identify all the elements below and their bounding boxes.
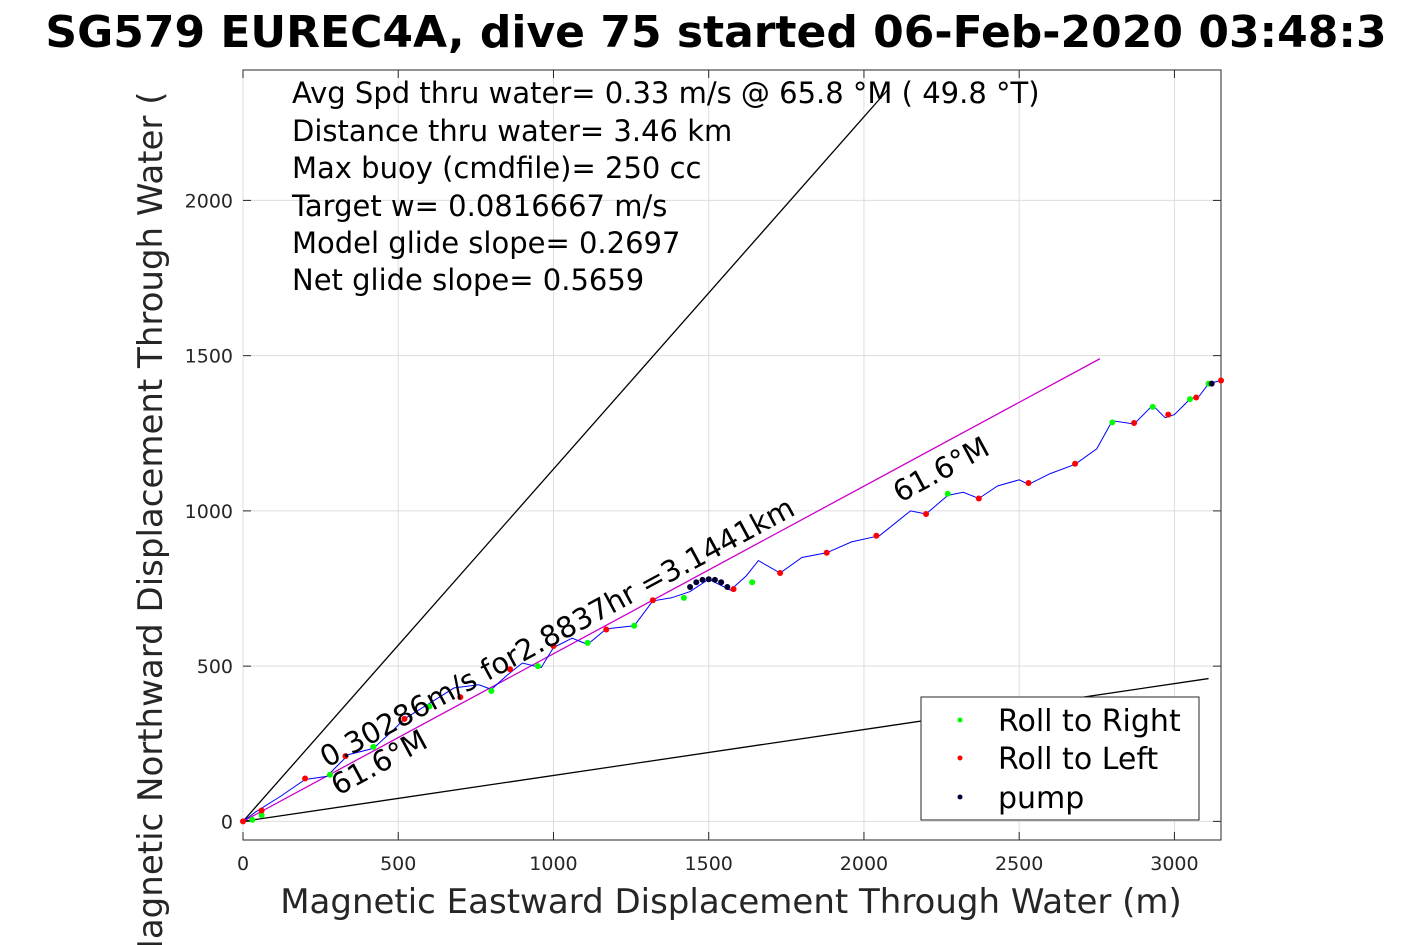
points	[240, 377, 1224, 825]
annotation-avg-speed: Avg Spd thru water= 0.33 m/s @ 65.8 °M (…	[292, 76, 1040, 110]
point-roll-to-left	[1131, 420, 1138, 427]
point-roll-to-left	[258, 807, 265, 814]
legend-box	[920, 696, 1200, 821]
point-roll-to-left	[1072, 460, 1079, 467]
point-roll-to-left	[1218, 377, 1224, 384]
x-tick-label: 1000	[529, 853, 577, 875]
y-tick-label: 2000	[185, 190, 233, 212]
annotation-target-w: Target w= 0.0816667 m/s	[291, 189, 667, 223]
point-roll-to-right	[258, 812, 265, 819]
reference-line	[242, 358, 1101, 822]
point-roll-to-left	[923, 510, 930, 517]
point-roll-to-left	[342, 753, 349, 760]
x-axis-label: Magnetic Eastward Displacement Through W…	[280, 882, 1182, 922]
point-roll-to-left	[777, 569, 784, 576]
point-roll-to-left	[975, 495, 982, 502]
point-roll-to-right	[944, 490, 951, 497]
point-roll-to-left	[1165, 411, 1172, 418]
point-roll-to-left	[507, 666, 514, 673]
annotation-net-glide: Net glide slope= 0.5659	[292, 263, 644, 297]
point-roll-to-right	[534, 663, 541, 670]
x-tick-label: 2500	[995, 853, 1043, 875]
annotation-model-glide: Model glide slope= 0.2697	[292, 226, 680, 260]
y-axis-label: Magnetic Northward Displacement Through …	[131, 92, 171, 945]
point-roll-to-left	[873, 532, 880, 539]
chart-title: SG579 EUREC4A, dive 75 started 06-Feb-20…	[45, 7, 1386, 58]
y-tick-label: 500	[197, 656, 233, 678]
x-ticks: 0 500 1000 1500 2000 2500 3000	[237, 70, 1199, 875]
annotation-distance: Distance thru water= 3.46 km	[292, 114, 732, 148]
point-roll-to-right	[488, 687, 495, 694]
point-roll-to-right	[631, 622, 638, 629]
legend-label-roll-right: Roll to Right	[998, 704, 1181, 739]
point-roll-to-left	[302, 775, 309, 782]
y-tick-label: 1500	[185, 346, 233, 368]
point-roll-to-left	[1193, 394, 1200, 401]
y-tick-label: 1000	[185, 501, 233, 523]
point-pump	[693, 579, 700, 586]
point-roll-to-right	[249, 816, 256, 823]
point-pump	[687, 583, 694, 590]
y-tick-label: 0	[221, 811, 233, 833]
point-roll-to-right	[426, 703, 433, 710]
annotation-max-buoy: Max buoy (cmdfile)= 250 cc	[292, 151, 701, 185]
legend-marker-roll-right	[957, 717, 963, 723]
reference-line	[242, 88, 890, 822]
point-roll-to-left	[240, 818, 246, 825]
legend-marker-roll-left	[957, 755, 963, 761]
point-roll-to-left	[401, 715, 408, 722]
x-tick-label: 500	[380, 853, 416, 875]
point-roll-to-right	[1149, 403, 1156, 410]
point-roll-to-right	[326, 771, 333, 778]
point-roll-to-right	[1186, 396, 1193, 403]
x-tick-label: 3000	[1150, 853, 1198, 875]
point-pump	[705, 576, 712, 583]
point-pump	[699, 576, 706, 583]
point-roll-to-left	[730, 586, 737, 593]
point-roll-to-right	[370, 743, 377, 750]
y-ticks: 0 500 1000 1500 2000	[185, 190, 1221, 833]
x-tick-label: 2000	[840, 853, 888, 875]
point-roll-to-left	[603, 626, 610, 633]
legend-label-pump: pump	[998, 781, 1084, 816]
point-roll-to-left	[1025, 479, 1032, 486]
point-roll-to-right	[680, 594, 687, 601]
x-tick-label: 1500	[685, 853, 733, 875]
point-pump	[724, 583, 731, 590]
point-pump	[718, 579, 725, 586]
point-roll-to-right	[1109, 419, 1116, 426]
point-roll-to-right	[749, 579, 756, 586]
legend: Roll to Right Roll to Left pump	[920, 696, 1200, 821]
point-roll-to-left	[457, 694, 464, 701]
x-tick-label: 0	[237, 853, 249, 875]
stats-annotations: Avg Spd thru water= 0.33 m/s @ 65.8 °M (…	[291, 76, 1040, 297]
point-roll-to-left	[550, 642, 557, 649]
legend-marker-pump	[957, 794, 963, 800]
point-roll-to-right	[584, 639, 591, 646]
point-roll-to-left	[649, 597, 656, 604]
point-pump	[711, 576, 718, 583]
point-roll-to-left	[823, 549, 830, 556]
point-pump	[1208, 380, 1215, 387]
legend-label-roll-left: Roll to Left	[998, 742, 1158, 777]
